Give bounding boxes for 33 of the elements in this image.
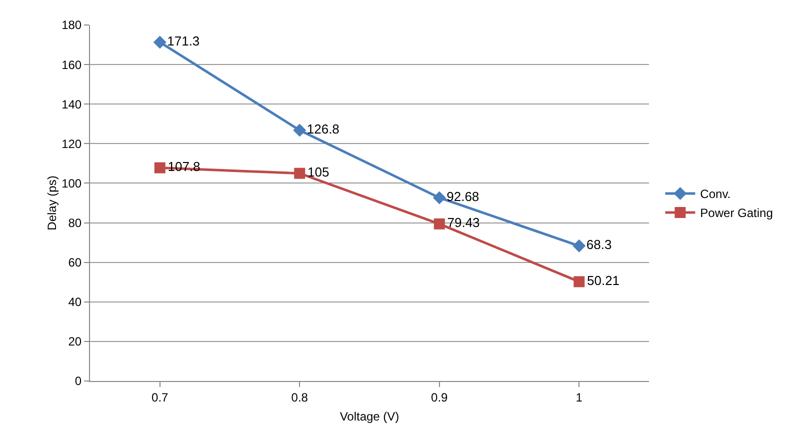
legend-label: Power Gating: [700, 206, 773, 220]
data-label: 79.43: [447, 215, 480, 230]
point: [572, 239, 586, 252]
legend-label: Conv.: [700, 187, 731, 202]
point: [154, 162, 166, 174]
data-label: 92.68: [446, 188, 480, 204]
x-tick-label: 1: [576, 390, 583, 404]
data-label: 68.3: [586, 237, 612, 252]
y-tick-label: 40: [68, 295, 82, 310]
point: [432, 191, 446, 204]
y-axis-title: Delay (ps): [45, 176, 59, 230]
point: [293, 124, 306, 137]
point: [153, 36, 166, 49]
point: [434, 218, 445, 230]
point: [574, 276, 585, 288]
y-tick-label: 60: [68, 256, 82, 270]
y-tick-label: 140: [62, 97, 82, 112]
x-tick-label: 0.7: [152, 390, 169, 404]
data-label: 126.8: [306, 121, 340, 136]
y-tick-label: 0: [74, 374, 82, 388]
y-tick-label: 120: [62, 136, 82, 151]
data-label: 105: [308, 164, 330, 180]
data-label: 171.3: [167, 33, 200, 48]
y-tick-label: 80: [68, 216, 82, 230]
point: [294, 168, 306, 179]
x-axis-title: Voltage (V): [340, 409, 400, 424]
y-tick-label: 160: [62, 58, 82, 72]
y-tick-label: 100: [62, 176, 82, 190]
data-label: 50.21: [587, 272, 620, 288]
x-tick-label: 0.9: [431, 390, 448, 404]
y-tick-label: 20: [68, 334, 82, 349]
y-tick-label: 180: [62, 18, 82, 32]
x-tick-label: 0.8: [291, 390, 308, 404]
